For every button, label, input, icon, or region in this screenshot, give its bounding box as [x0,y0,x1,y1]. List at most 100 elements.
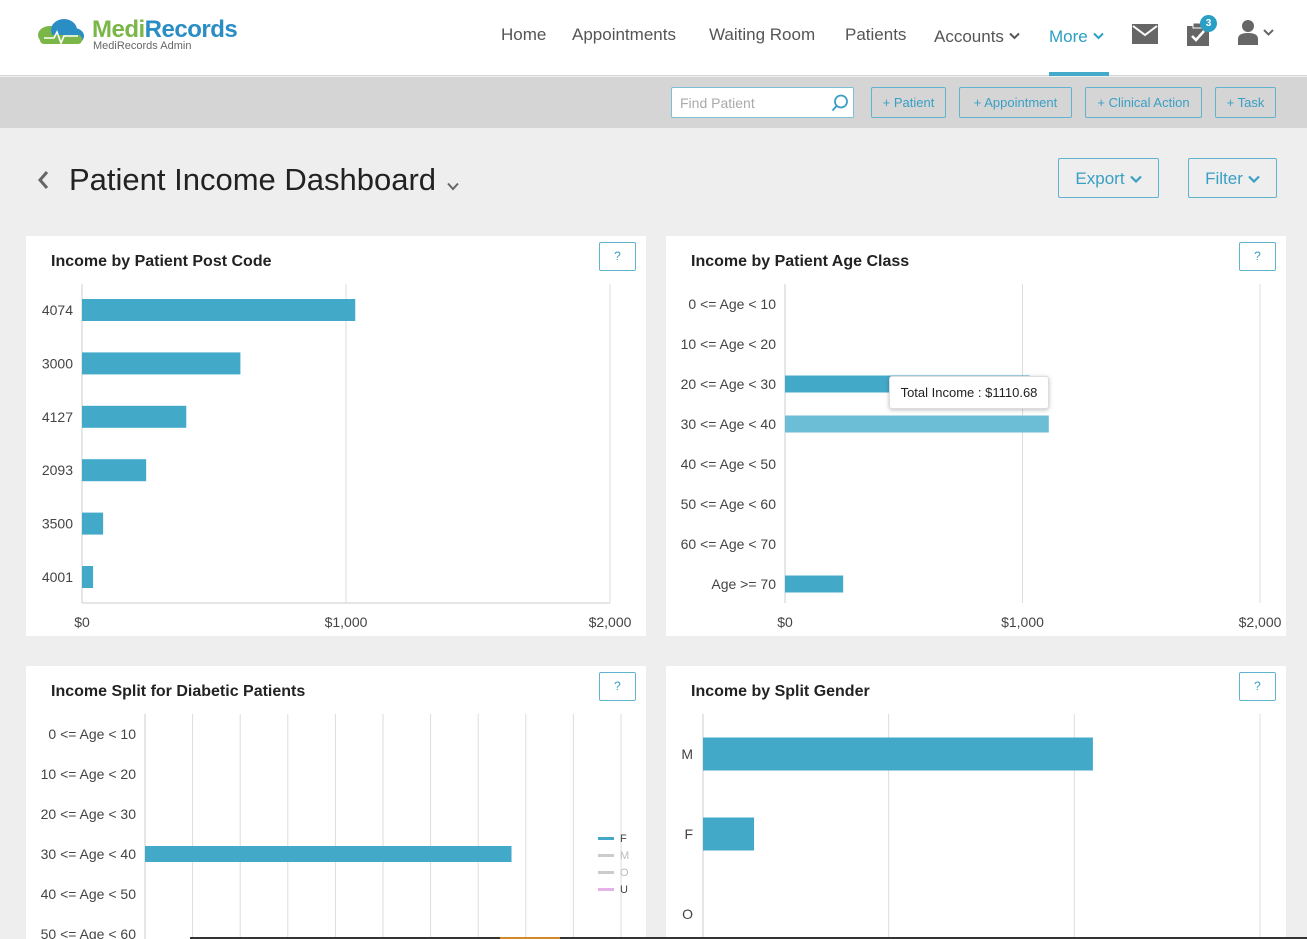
category-label-30-age-40: 30 <= Age < 40 [681,416,777,432]
export-label: Export [1075,169,1125,188]
nav-patients[interactable]: Patients [845,25,907,44]
bar-m [703,737,1093,771]
category-label-2093: 2093 [42,462,73,478]
nav-more[interactable]: More [1049,25,1104,47]
postcode-income-chart: 4074 3000 4127 2093 3500 4001 $0 $1,000 $2,000 [42,284,632,630]
category-label-60-age-70: 60 <= Age < 70 [681,536,777,552]
legend-label: M [620,849,630,862]
nav-accounts-label: Accounts [934,27,1004,46]
chevron-down-icon [1009,25,1020,45]
bar-4001 [82,566,94,588]
cloud-logo-icon [38,19,84,46]
legend-item-f[interactable]: F [598,830,629,847]
legend-item-u[interactable]: U [598,881,629,898]
nav-more-label: More [1049,27,1088,46]
x-tick-label: $0 [777,614,793,630]
chart-tooltip: Total Income : $1110.68 [889,376,1049,409]
nav-waiting-room[interactable]: Waiting Room [709,25,816,44]
bar-3500 [82,512,104,535]
diabetic-income-panel: 0 <= Age < 10 10 <= Age < 20 20 <= Age < 3… [26,666,646,939]
help-button[interactable]: ? [1239,242,1276,271]
age-class-income-panel: 0 <= Age < 10 10 <= Age < 20 20 <= Age < 3… [666,236,1286,636]
x-tick-label: $2,000 [1239,614,1282,630]
add-appointment-button[interactable]: + Appointment [959,87,1072,118]
title-dropdown-chevron-icon[interactable] [447,178,459,196]
legend-swatch [598,837,614,840]
x-tick-label: $2,000 [589,614,632,630]
export-button[interactable]: Export [1058,158,1159,198]
category-label-20-age-30: 20 <= Age < 30 [41,806,137,822]
filter-button[interactable]: Filter [1188,158,1277,198]
postcode-income-panel: 4074 3000 4127 2093 3500 4001 $0 $1,000 $2,000 I… [26,236,646,636]
legend-swatch [598,888,614,891]
bottom-scroll-strip [190,937,1307,939]
brand-subtitle: MediRecords Admin [93,40,192,52]
category-label-0-age-10: 0 <= Age < 10 [48,726,136,742]
legend-label: O [620,866,629,879]
panel-title: Income by Split Gender [691,683,870,700]
page-title: Patient Income Dashboard [69,162,437,197]
category-label-age-70: Age >= 70 [711,576,776,592]
chart-legend: F M O U [598,830,629,898]
bar-3000 [82,352,241,375]
category-label-f: F [684,826,693,842]
age-class-income-chart: 0 <= Age < 10 10 <= Age < 20 20 <= Age < 3… [681,284,1282,630]
envelope-icon[interactable] [1132,24,1158,49]
add-task-button[interactable]: + Task [1215,87,1276,118]
bar-2093 [82,459,147,482]
bar-4127 [82,405,187,428]
help-button[interactable]: ? [599,672,636,701]
panel-title: Income Split for Diabetic Patients [51,683,306,700]
bar-age-70 [785,575,844,593]
legend-item-o[interactable]: O [598,864,629,881]
category-label-0-age-10: 0 <= Age < 10 [688,296,776,312]
nav-accounts[interactable]: Accounts [934,25,1020,47]
category-label-3500: 3500 [42,516,73,532]
x-tick-label: $1,000 [1001,614,1044,630]
user-icon[interactable] [1237,19,1277,50]
panel-title: Income by Patient Post Code [51,253,272,270]
category-label-o: O [682,906,693,922]
legend-swatch [598,871,614,874]
bar-f [703,817,755,851]
top-navigation-bar: MediRecords MediRecords Admin Home Appoi… [0,0,1307,76]
category-label-4001: 4001 [42,569,73,585]
gender-income-panel: M F O Income by Split Gender ? [666,666,1286,939]
nav-home[interactable]: Home [501,25,547,44]
gender-income-chart: M F O [681,714,1261,939]
legend-swatch [598,854,614,857]
add-patient-button[interactable]: + Patient [871,87,946,118]
panel-title: Income by Patient Age Class [691,253,910,270]
add-clinical-action-button[interactable]: + Clinical Action [1085,87,1202,118]
category-label-3000: 3000 [42,355,73,371]
tasks-count-badge: 3 [1200,15,1217,32]
nav-appointments[interactable]: Appointments [572,25,676,44]
chevron-down-icon [1129,159,1142,197]
quick-action-bar [0,77,1307,128]
category-label-m: M [681,746,693,762]
category-label-40-age-50: 40 <= Age < 50 [41,886,137,902]
brand-name-medi: Medi [92,16,145,43]
search-icon[interactable] [831,94,849,117]
find-patient-input[interactable] [672,88,822,117]
category-label-10-age-20: 10 <= Age < 20 [681,336,777,352]
legend-item-m[interactable]: M [598,847,629,864]
category-label-10-age-20: 10 <= Age < 20 [41,766,137,782]
find-patient-search[interactable] [671,87,854,118]
x-tick-label: $1,000 [325,614,368,630]
help-button[interactable]: ? [1239,672,1276,701]
scroll-thumb [500,937,560,939]
chevron-down-icon [1093,25,1104,45]
diabetic-income-chart: 0 <= Age < 10 10 <= Age < 20 20 <= Age < 3… [41,714,622,939]
bar-4074 [82,299,356,321]
active-nav-indicator [1049,72,1109,76]
category-label-50-age-60: 50 <= Age < 60 [681,496,777,512]
medirecords-logo[interactable]: MediRecords MediRecords Admin [36,16,238,52]
category-label-20-age-30: 20 <= Age < 30 [681,376,777,392]
brand-name-records: Records [144,16,238,43]
chevron-down-icon [1248,159,1260,197]
x-tick-label: $0 [74,614,90,630]
back-chevron-icon[interactable] [36,170,50,195]
help-button[interactable]: ? [599,242,636,271]
category-label-50-age-60: 50 <= Age < 60 [41,926,137,939]
